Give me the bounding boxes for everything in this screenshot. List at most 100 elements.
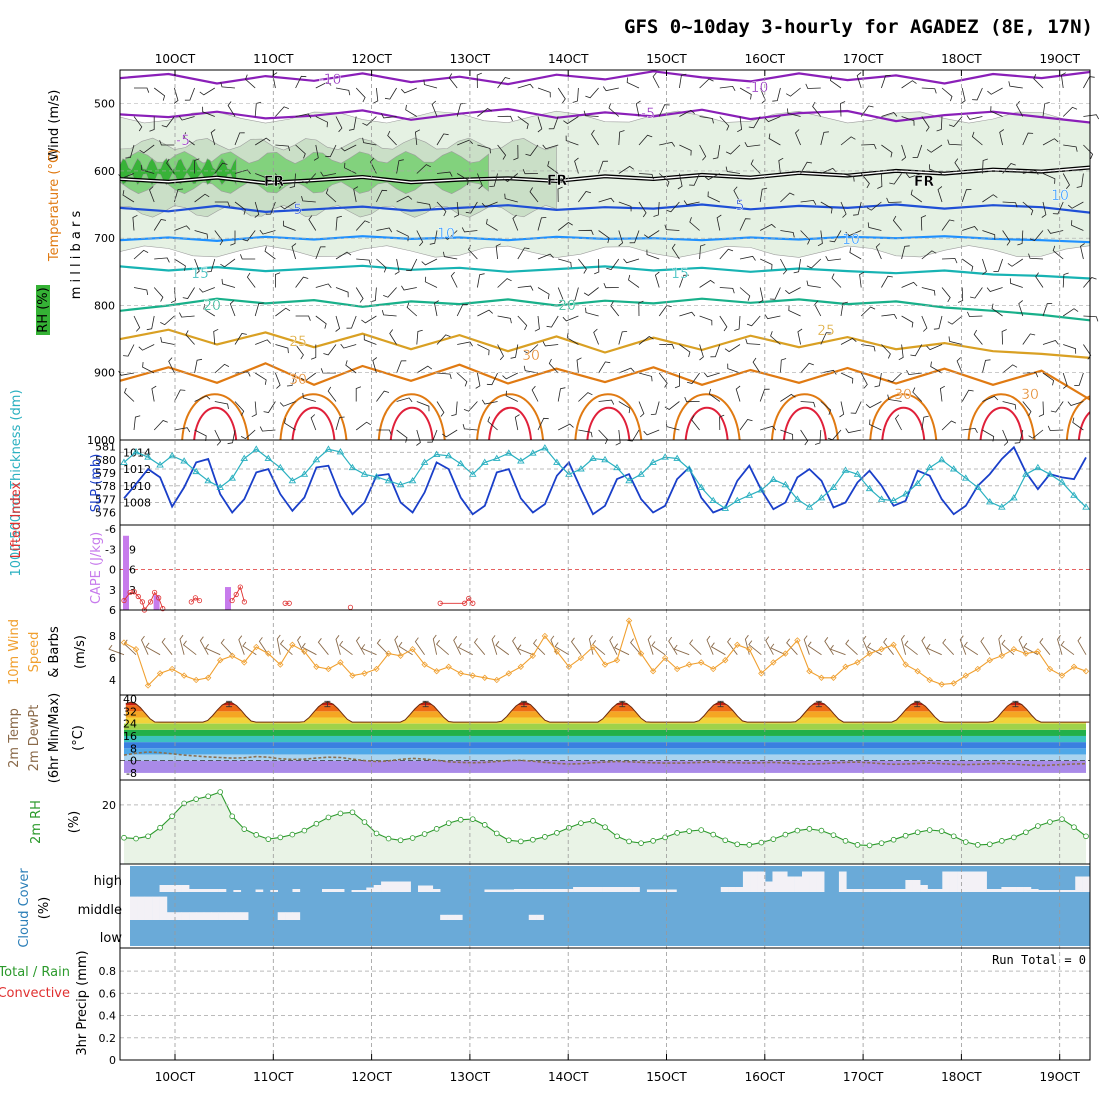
wind-barb [635, 100, 641, 117]
wind-barb [462, 423, 478, 431]
surface-wind-barb [1039, 638, 1051, 655]
cloud-high-gap [964, 871, 973, 892]
surface-wind-barb [980, 637, 991, 655]
wind-barb [905, 173, 922, 178]
cloud-high-gap [565, 889, 574, 892]
thickness-marker [853, 470, 862, 477]
wind-barb [629, 230, 640, 244]
rh2m-marker [217, 789, 224, 795]
wind-speed-marker [132, 646, 140, 653]
cloud-high-gap [735, 887, 744, 892]
wind-barb [1063, 344, 1077, 354]
wind-barb [537, 87, 551, 98]
cloud-high-gap [1038, 890, 1046, 892]
wind-barb [1007, 258, 1024, 267]
thickness-marker [601, 455, 609, 463]
x-bottom-label: 16OCT [745, 1070, 786, 1084]
wind-barb [845, 428, 862, 434]
thickness-marker [673, 454, 681, 461]
wind-barb [517, 315, 528, 331]
wind-barb [372, 357, 378, 374]
rh2m-marker [193, 796, 199, 802]
surface-wind-barb [376, 638, 389, 656]
cloud-high-gap [491, 889, 500, 892]
wind-speed-marker [385, 650, 392, 657]
wind-barb [760, 258, 773, 270]
temp-tick: 8 [130, 742, 137, 755]
wind-barb [1042, 340, 1059, 345]
contour-label: 25 [289, 334, 307, 350]
cloud-high-gap [661, 889, 670, 892]
wind-barb [912, 144, 923, 158]
rh2m-marker [698, 827, 704, 833]
wind-barb [523, 344, 539, 354]
wind-barb [414, 129, 421, 146]
surface-wind-barb [238, 635, 245, 655]
cape-bar [153, 595, 160, 610]
wind-barb [477, 108, 493, 117]
wind-barb [906, 370, 922, 376]
wind-barb [548, 358, 559, 374]
wind-barb [710, 344, 721, 358]
wind-barb [986, 287, 1003, 292]
li-marker [470, 600, 476, 606]
surface-wind-barb [550, 635, 558, 655]
wind-barb [275, 344, 289, 354]
rh2m-marker [1047, 819, 1053, 825]
cloud-high-gap [809, 871, 818, 892]
wind-barb [737, 116, 743, 133]
li-marker [192, 595, 198, 601]
wind-barb [245, 74, 256, 89]
wind-barb [206, 258, 216, 273]
cloud-high-gap [292, 889, 301, 892]
wind-speed-marker [782, 650, 789, 657]
cloud-level-tick: low [100, 931, 123, 946]
contour-label: -10 [746, 80, 769, 96]
surface-wind-barb [204, 643, 221, 656]
wind-barb [921, 250, 937, 260]
wind-barb [510, 344, 519, 359]
wind-barb [320, 368, 336, 374]
wind-barb [734, 315, 741, 331]
wind-barb [788, 305, 801, 317]
surface-wind-barb [453, 636, 462, 655]
wind-barb [699, 244, 706, 260]
wind-barb [227, 429, 236, 445]
wind-barb [993, 258, 1003, 272]
wind-barb [133, 287, 149, 295]
li-marker [121, 597, 127, 604]
rh2m-unit-label: (%) [67, 811, 82, 834]
surface-wind-barb [145, 642, 161, 656]
wind-barb [504, 193, 518, 203]
wind-barb [210, 129, 216, 146]
isotherm-freezing-inner [120, 166, 1090, 184]
wind-barb [517, 247, 530, 260]
cloud-high-gap [1030, 889, 1039, 892]
cloud-high-gap [528, 889, 537, 892]
rh2m-marker [337, 810, 344, 817]
thickness-marker [144, 453, 152, 460]
wind-barb [686, 372, 700, 384]
wind-barb [240, 429, 256, 440]
thickness-marker [432, 450, 441, 457]
cloud-high-gap [1023, 887, 1032, 892]
wind-barb [443, 251, 458, 260]
wind-barb [716, 214, 722, 231]
wind-barb [502, 372, 518, 380]
thickness-marker [709, 496, 718, 504]
wind-barb [608, 103, 620, 117]
rh2m-label-group: 2m RH [29, 800, 44, 844]
x-top-label: 10OCT [155, 52, 196, 66]
wind-barb [628, 274, 640, 288]
wind-barb [652, 72, 660, 89]
cloud-high-gap [742, 871, 751, 892]
wind-speed-marker [373, 665, 380, 673]
wind-barb [310, 414, 317, 431]
wind-speed-marker [180, 672, 188, 679]
thickness-marker [517, 457, 525, 464]
wind-barb [926, 344, 943, 351]
wind-barb [1074, 372, 1084, 386]
wind-barb [850, 401, 862, 414]
wind-barb [770, 331, 781, 345]
wind-barb [1009, 278, 1023, 288]
